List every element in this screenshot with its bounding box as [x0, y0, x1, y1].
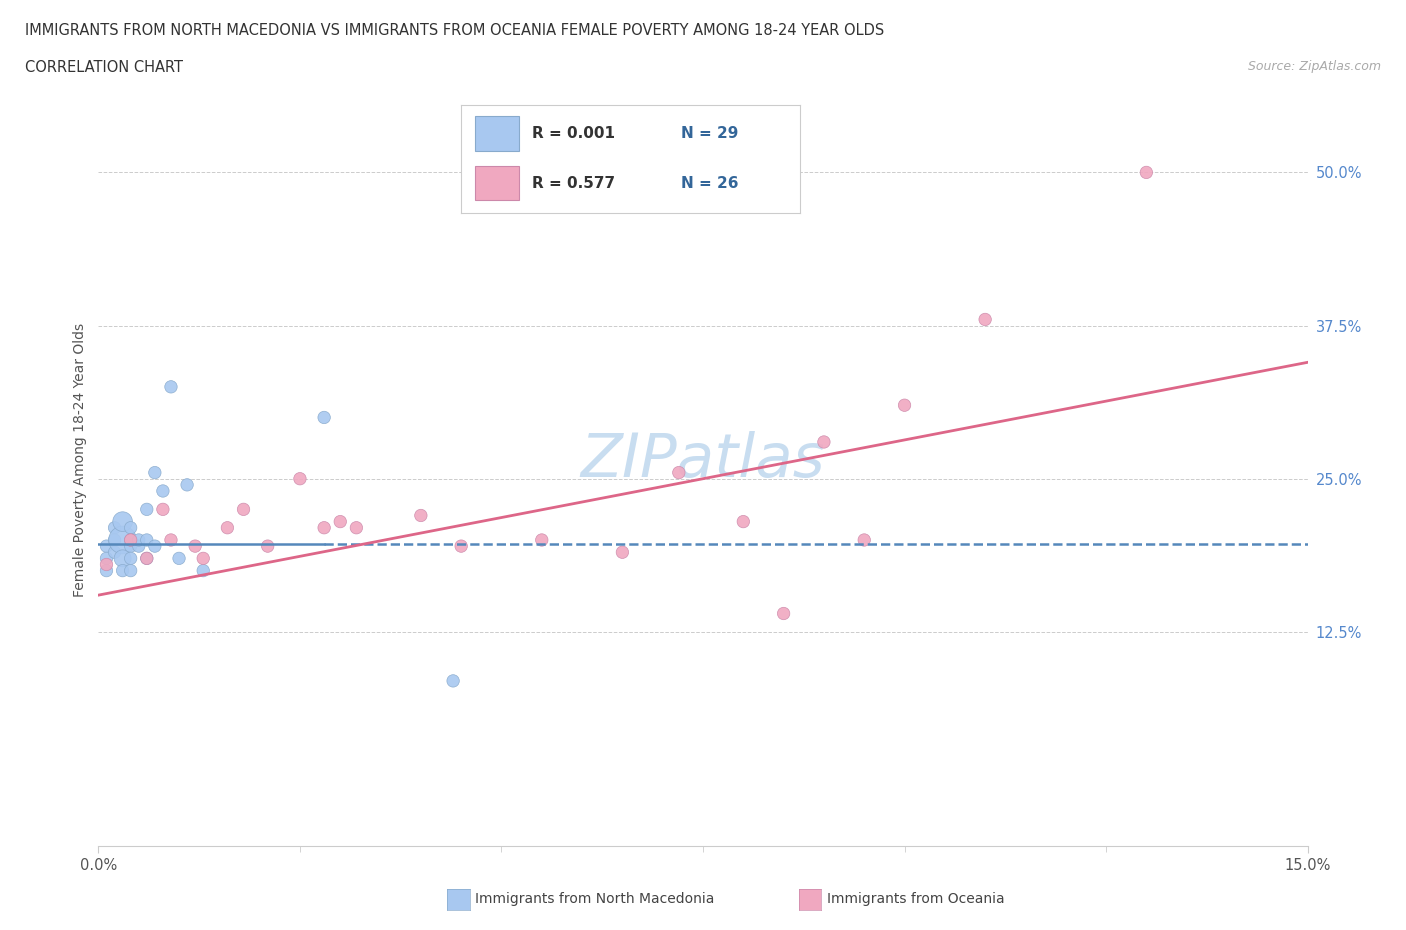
Point	[530, 533, 553, 548]
Point	[103, 520, 125, 535]
Point	[96, 538, 118, 553]
Point	[329, 514, 352, 529]
Point	[612, 545, 634, 560]
Point	[184, 538, 207, 553]
Point	[135, 551, 157, 565]
Point	[120, 533, 142, 548]
Point	[103, 533, 125, 548]
Point	[111, 551, 134, 565]
Point	[668, 465, 690, 480]
Text: CORRELATION CHART: CORRELATION CHART	[25, 60, 183, 75]
Point	[143, 538, 166, 553]
Point	[120, 538, 142, 553]
Point	[256, 538, 278, 553]
Point	[314, 410, 336, 425]
Point	[288, 472, 311, 486]
Text: IMMIGRANTS FROM NORTH MACEDONIA VS IMMIGRANTS FROM OCEANIA FEMALE POVERTY AMONG : IMMIGRANTS FROM NORTH MACEDONIA VS IMMIG…	[25, 23, 884, 38]
Text: ZIPatlas: ZIPatlas	[581, 431, 825, 490]
Point	[813, 434, 835, 449]
Point	[733, 514, 755, 529]
Point	[772, 606, 794, 621]
Point	[160, 379, 183, 394]
Point	[1135, 165, 1157, 179]
Point	[974, 312, 997, 326]
Point	[96, 551, 118, 565]
Text: Source: ZipAtlas.com: Source: ZipAtlas.com	[1247, 60, 1381, 73]
Point	[96, 564, 118, 578]
Point	[135, 551, 157, 565]
Point	[160, 533, 183, 548]
Point	[853, 533, 876, 548]
Point	[135, 502, 157, 517]
Point	[135, 533, 157, 548]
Point	[111, 564, 134, 578]
Point	[450, 538, 472, 553]
Text: Immigrants from Oceania: Immigrants from Oceania	[827, 892, 1004, 907]
Point	[120, 520, 142, 535]
Point	[120, 564, 142, 578]
Text: Immigrants from North Macedonia: Immigrants from North Macedonia	[475, 892, 714, 907]
Point	[344, 520, 367, 535]
Point	[111, 533, 134, 548]
Point	[152, 484, 174, 498]
Point	[103, 545, 125, 560]
Point	[409, 508, 432, 523]
Point	[232, 502, 254, 517]
Y-axis label: Female Poverty Among 18-24 Year Olds: Female Poverty Among 18-24 Year Olds	[73, 324, 87, 597]
Point	[893, 398, 915, 413]
Point	[128, 533, 150, 548]
Point	[441, 673, 464, 688]
Point	[111, 514, 134, 529]
Point	[217, 520, 239, 535]
Point	[143, 465, 166, 480]
Point	[120, 551, 142, 565]
Point	[176, 477, 198, 492]
Point	[128, 538, 150, 553]
Point	[193, 551, 215, 565]
Point	[152, 502, 174, 517]
Point	[167, 551, 190, 565]
Point	[193, 564, 215, 578]
Point	[96, 557, 118, 572]
Point	[120, 533, 142, 548]
Point	[314, 520, 336, 535]
